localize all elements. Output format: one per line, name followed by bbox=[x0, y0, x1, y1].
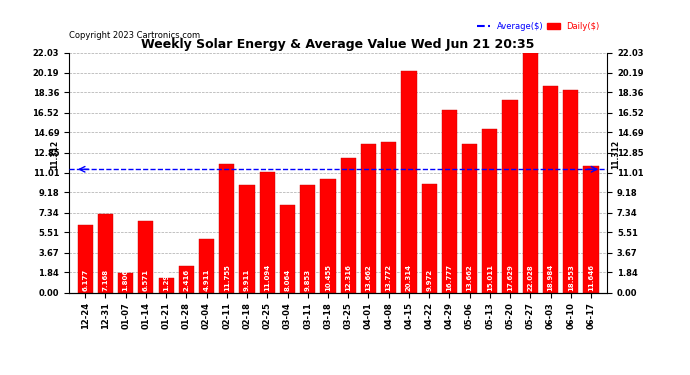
Bar bbox=[361, 144, 376, 292]
Text: 11.312: 11.312 bbox=[611, 140, 620, 169]
Text: Copyright 2023 Cartronics.com: Copyright 2023 Cartronics.com bbox=[69, 32, 200, 40]
Bar bbox=[341, 158, 356, 292]
Text: 13.772: 13.772 bbox=[386, 264, 392, 291]
Bar bbox=[402, 71, 417, 292]
Text: 8.064: 8.064 bbox=[284, 268, 290, 291]
Text: 6.571: 6.571 bbox=[143, 269, 149, 291]
Text: 13.662: 13.662 bbox=[366, 264, 371, 291]
Bar bbox=[523, 53, 538, 292]
Bar bbox=[462, 144, 477, 292]
Bar bbox=[239, 184, 255, 292]
Bar bbox=[584, 166, 599, 292]
Bar bbox=[563, 90, 578, 292]
Text: 18.984: 18.984 bbox=[548, 264, 553, 291]
Text: 11.646: 11.646 bbox=[588, 264, 594, 291]
Text: 11.094: 11.094 bbox=[264, 264, 270, 291]
Text: 17.629: 17.629 bbox=[507, 264, 513, 291]
Text: 6.177: 6.177 bbox=[82, 269, 88, 291]
Text: 15.011: 15.011 bbox=[487, 264, 493, 291]
Text: 10.455: 10.455 bbox=[325, 264, 331, 291]
Bar bbox=[77, 225, 92, 292]
Text: 9.911: 9.911 bbox=[244, 268, 250, 291]
Bar bbox=[442, 110, 457, 292]
Bar bbox=[381, 142, 396, 292]
Text: 13.662: 13.662 bbox=[466, 264, 473, 291]
Text: 16.777: 16.777 bbox=[446, 264, 453, 291]
Bar bbox=[219, 165, 235, 292]
Text: 18.553: 18.553 bbox=[568, 264, 574, 291]
Text: 9.853: 9.853 bbox=[305, 269, 310, 291]
Bar bbox=[98, 214, 113, 292]
Text: 12.316: 12.316 bbox=[345, 264, 351, 291]
Bar bbox=[138, 221, 153, 292]
Text: 7.168: 7.168 bbox=[102, 269, 108, 291]
Text: 20.314: 20.314 bbox=[406, 264, 412, 291]
Text: 1.806: 1.806 bbox=[123, 269, 128, 291]
Bar bbox=[179, 266, 194, 292]
Text: 1.293: 1.293 bbox=[163, 269, 169, 291]
Text: 2.416: 2.416 bbox=[184, 269, 189, 291]
Text: 11.312: 11.312 bbox=[50, 140, 59, 169]
Bar bbox=[199, 239, 214, 292]
Bar bbox=[259, 172, 275, 292]
Bar bbox=[118, 273, 133, 292]
Text: 22.028: 22.028 bbox=[527, 264, 533, 291]
Bar bbox=[422, 184, 437, 292]
Legend: Average($), Daily($): Average($), Daily($) bbox=[474, 18, 603, 34]
Bar bbox=[159, 278, 174, 292]
Bar bbox=[502, 100, 518, 292]
Bar bbox=[543, 86, 558, 292]
Bar bbox=[280, 205, 295, 292]
Bar bbox=[482, 129, 497, 292]
Text: 9.972: 9.972 bbox=[426, 269, 432, 291]
Text: 11.755: 11.755 bbox=[224, 264, 230, 291]
Text: 4.911: 4.911 bbox=[204, 268, 210, 291]
Bar bbox=[320, 178, 335, 292]
Title: Weekly Solar Energy & Average Value Wed Jun 21 20:35: Weekly Solar Energy & Average Value Wed … bbox=[141, 38, 535, 51]
Bar bbox=[300, 185, 315, 292]
